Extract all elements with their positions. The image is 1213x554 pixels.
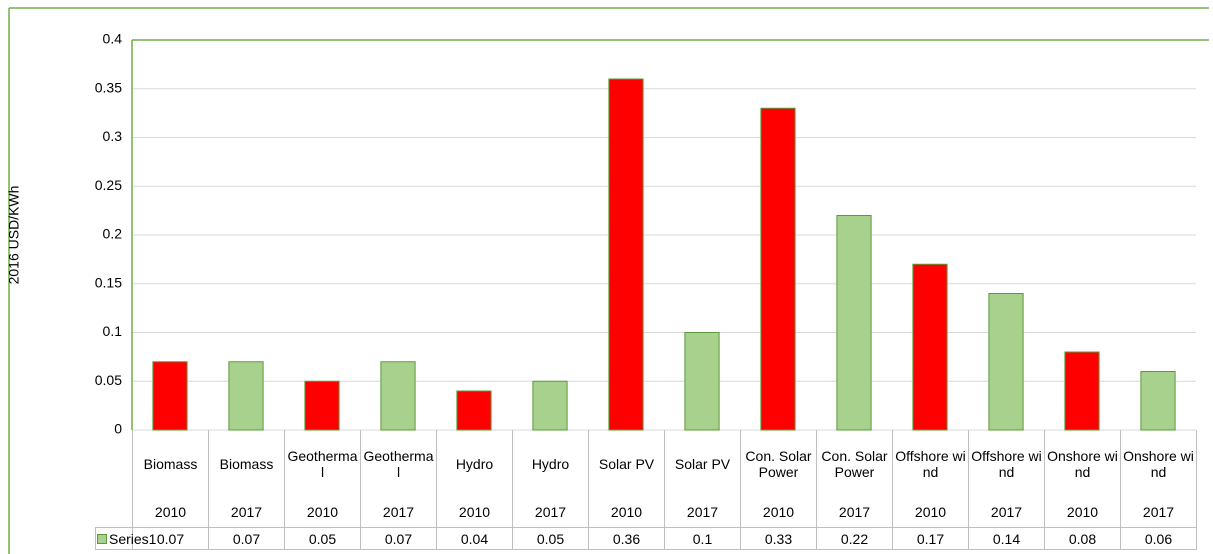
x-tick-label: Solar PV: [588, 430, 665, 497]
y-tick-label: 0.4: [103, 31, 123, 47]
data-row: Series1 0.07 0.07 0.05 0.07 0.04 0.05 0.36 0.1 0.…: [95, 527, 1197, 550]
y-tick-label: 0.15: [95, 274, 122, 290]
legend-entry: Series1: [95, 527, 156, 550]
x-tick-year: 2010: [284, 497, 361, 528]
x-tick-year: 2017: [968, 497, 1045, 528]
bar: [1140, 371, 1176, 431]
x-tick-label: Hydro: [436, 430, 513, 497]
category-row: Biomass Biomass Geothermal Geothermal Hydro H…: [96, 430, 1197, 497]
x-tick-label: Geothermal: [360, 430, 437, 497]
legend-swatch: [97, 533, 107, 544]
x-tick-label: Geothermal: [284, 430, 361, 497]
bar: [380, 361, 416, 431]
bar: [228, 361, 264, 431]
data-label: 0.1: [664, 527, 741, 550]
data-label: 0.07: [208, 527, 285, 550]
bar: [456, 390, 492, 431]
y-tick-label: 0.3: [103, 128, 123, 144]
bar: [836, 215, 872, 431]
x-tick-label: Onshore wind: [1044, 430, 1121, 497]
x-tick-year: 2017: [816, 497, 893, 528]
x-tick-year: 2017: [360, 497, 437, 528]
y-tick-label: 0.25: [95, 177, 122, 193]
data-table: Biomass Biomass Geothermal Geothermal Hydro H…: [95, 430, 1197, 550]
y-tick-label: 0.05: [95, 372, 122, 388]
bar: [760, 107, 796, 431]
x-tick-year: 2010: [1044, 497, 1121, 528]
x-tick-year: 2017: [1120, 497, 1197, 528]
x-tick-year: 2010: [892, 497, 969, 528]
data-label: 0.14: [968, 527, 1045, 550]
blank: [96, 430, 133, 497]
bar: [988, 293, 1024, 431]
y-axis-title: 2016 USD/KWh: [6, 186, 22, 285]
legend-label: Series1: [109, 530, 157, 547]
data-label: 0.07: [132, 527, 209, 550]
data-label: 0.04: [436, 527, 513, 550]
x-tick-year: 2010: [132, 497, 209, 528]
data-label: 0.07: [360, 527, 437, 550]
data-label: 0.36: [588, 527, 665, 550]
x-tick-label: Hydro: [512, 430, 589, 497]
x-tick-label: Offshore wind: [892, 430, 969, 497]
y-tick-label: 0.1: [103, 323, 123, 339]
x-tick-label: Con. Solar Power: [816, 430, 893, 497]
x-tick-year: 2010: [588, 497, 665, 528]
bar: [152, 361, 188, 431]
x-tick-label: Solar PV: [664, 430, 741, 497]
x-tick-label: Biomass: [208, 430, 285, 497]
x-tick-year: 2010: [740, 497, 817, 528]
data-label: 0.08: [1044, 527, 1121, 550]
blank: [96, 497, 133, 528]
x-tick-year: 2010: [436, 497, 513, 528]
data-label: 0.06: [1120, 527, 1197, 550]
x-tick-year: 2017: [664, 497, 741, 528]
bar: [912, 263, 948, 431]
x-tick-year: 2017: [512, 497, 589, 528]
data-label: 0.05: [512, 527, 589, 550]
category-row: 2010 2017 2010 2017 2010 2017 2010 2017 2010 2017…: [96, 497, 1197, 528]
bar: [1064, 351, 1100, 431]
bar: [532, 380, 568, 431]
data-label: 0.22: [816, 527, 893, 550]
data-label: 0.33: [740, 527, 817, 550]
data-label: 0.17: [892, 527, 969, 550]
x-tick-year: 2017: [208, 497, 285, 528]
data-label: 0.05: [284, 527, 361, 550]
x-tick-label: Onshore wind: [1120, 430, 1197, 497]
bar: [684, 332, 720, 431]
y-tick-label: 0.35: [95, 79, 122, 95]
x-tick-label: Offshore wind: [968, 430, 1045, 497]
bar: [304, 380, 340, 431]
y-tick-label: 0.2: [103, 226, 123, 242]
x-tick-label: Biomass: [132, 430, 209, 497]
y-tick-label: 0: [114, 421, 122, 437]
bar: [608, 78, 644, 431]
x-tick-label: Con. Solar Power: [740, 430, 817, 497]
